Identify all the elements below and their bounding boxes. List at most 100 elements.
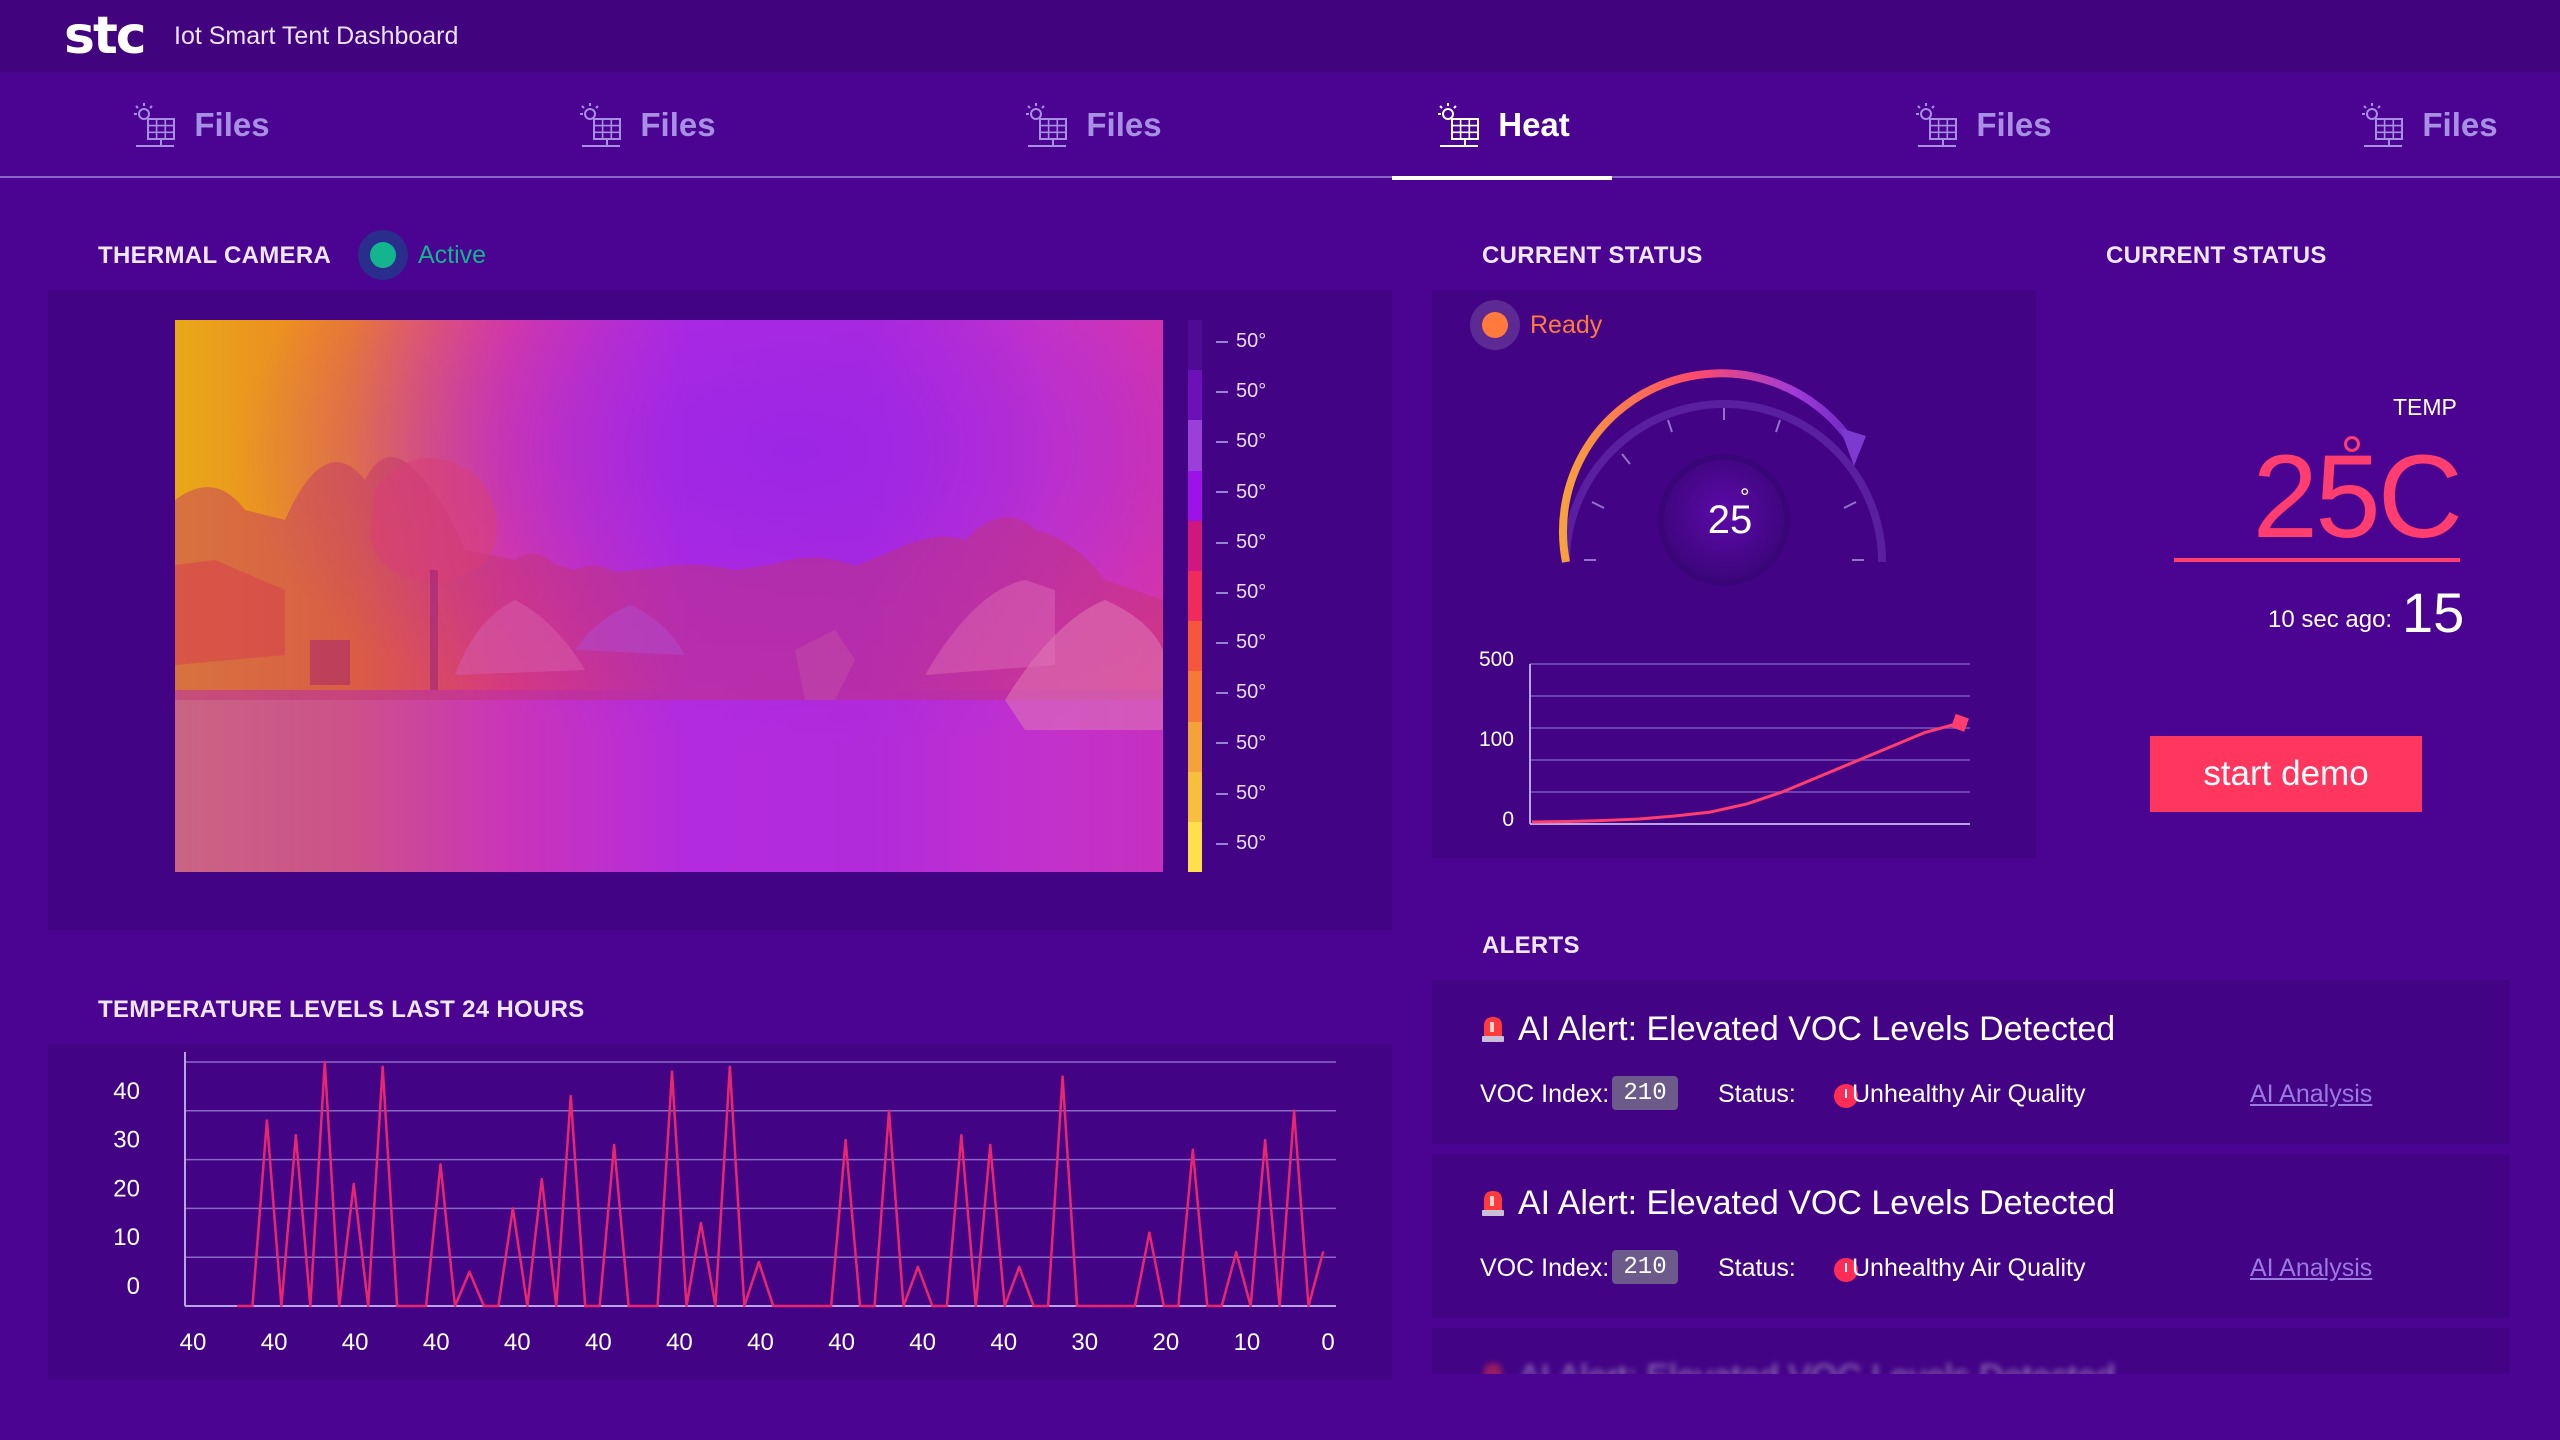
temperature-point <box>873 1304 876 1308</box>
temperature-point <box>1249 1304 1252 1308</box>
temperature-point <box>1191 1148 1195 1152</box>
temperature-point <box>584 1304 587 1308</box>
gauge-value: 25 <box>1707 498 1753 542</box>
tab-files-3[interactable]: Files <box>982 72 1202 178</box>
temperature-point <box>887 1109 891 1112</box>
y-tick-label: 0 <box>127 1273 140 1300</box>
temperature-point <box>1119 1304 1122 1308</box>
temperature-point <box>482 1304 486 1308</box>
status-value: Unhealthy Air Quality <box>1852 1080 2086 1108</box>
tab-label: Files <box>1976 106 2052 143</box>
temperature-point <box>1321 1251 1325 1254</box>
temperature-point <box>931 1304 934 1308</box>
scale-swatch <box>1188 570 1202 622</box>
temperature-point <box>497 1304 500 1308</box>
temperature-point <box>236 1304 240 1308</box>
temperature-point <box>989 1143 992 1147</box>
scale-label: 50° <box>1216 481 1266 504</box>
tab-label: Heat <box>1498 106 1570 143</box>
temperature-point <box>612 1143 616 1147</box>
temperature-point <box>555 1304 558 1308</box>
status-label: Ready <box>1530 310 1603 339</box>
scale-label: 50° <box>1216 681 1266 704</box>
alert-title: AI Alert: Elevated VOC Levels Detected <box>1518 1358 2115 1374</box>
ai-analysis-link[interactable]: AI Analysis <box>2250 1080 2373 1108</box>
tab-files-5[interactable]: Files <box>1872 72 2092 178</box>
temperature-point <box>1133 1304 1137 1308</box>
temp-degree-symbol <box>2344 436 2360 452</box>
temperature-point <box>352 1182 355 1186</box>
temperature-point <box>728 1065 732 1069</box>
scale-swatch <box>1188 370 1202 421</box>
status-value: Unhealthy Air Quality <box>1852 1254 2086 1282</box>
y-tick-label: 10 <box>113 1224 140 1251</box>
temperature-point <box>757 1260 760 1264</box>
temperature-point <box>1220 1304 1223 1308</box>
solar-panel-icon <box>1026 103 1068 147</box>
alert-card[interactable]: AI Alert: Elevated VOC Levels Detected V… <box>1432 1154 2510 1318</box>
start-demo-button[interactable]: start demo <box>2150 736 2422 812</box>
app-title: Iot Smart Tent Dashboard <box>174 22 459 50</box>
alert-title: AI Alert: Elevated VOC Levels Detected <box>1518 1184 2116 1222</box>
y-tick-label: 30 <box>113 1127 140 1154</box>
current-status-heading-right: CURRENT STATUS <box>2106 242 2327 269</box>
temperature-point <box>902 1304 905 1308</box>
x-tick-label: 40 <box>666 1329 693 1356</box>
tab-label: Files <box>2422 106 2498 143</box>
tab-label: Files <box>194 106 270 143</box>
x-tick-label: 0 <box>1321 1329 1334 1356</box>
warning-icon <box>1834 1258 1858 1282</box>
x-tick-label: 40 <box>828 1329 855 1356</box>
y-tick-label: 40 <box>113 1078 140 1105</box>
temperature-point <box>511 1207 515 1210</box>
x-tick-label: 20 <box>1153 1329 1180 1356</box>
tab-heat[interactable]: Heat <box>1392 72 1612 180</box>
temp-underline <box>2174 558 2460 562</box>
x-tick-label: 40 <box>342 1329 369 1356</box>
temperature-point <box>974 1304 977 1308</box>
status-series-line <box>1531 721 1961 824</box>
status-label: Active <box>418 240 487 269</box>
camera-status: Active <box>358 230 486 280</box>
x-tick-label: 40 <box>180 1329 207 1356</box>
last-update-value: 15 <box>2402 581 2465 644</box>
temperature-point <box>439 1163 442 1166</box>
x-tick-label: 40 <box>747 1329 774 1356</box>
temperature-point <box>786 1304 789 1308</box>
scale-swatch <box>1188 671 1202 722</box>
tab-files-2[interactable]: Files <box>536 72 756 178</box>
scale-label: 50° <box>1216 531 1266 554</box>
series-end-marker <box>1951 713 1969 732</box>
scale-label: 50° <box>1216 430 1266 453</box>
scale-label: 50° <box>1216 631 1266 654</box>
temperature-point <box>1206 1304 1209 1308</box>
temperature-point <box>569 1094 572 1098</box>
scale-swatch <box>1188 420 1202 471</box>
temperature-point <box>424 1304 428 1308</box>
temperature-point <box>280 1304 283 1308</box>
tab-files-1[interactable]: Files <box>90 72 310 178</box>
temperature-point <box>1061 1075 1064 1078</box>
x-tick-label: 10 <box>1234 1329 1261 1356</box>
temperature-point <box>916 1265 920 1269</box>
temperature-point <box>1003 1304 1006 1308</box>
status-line-chart: 0 100 500 <box>1479 648 1970 831</box>
temperature-point <box>656 1304 659 1308</box>
ai-analysis-link[interactable]: AI Analysis <box>2250 1254 2373 1282</box>
alert-card[interactable]: AI Alert: Elevated VOC Levels Detected V… <box>1432 980 2510 1144</box>
temperature-gauge <box>1558 369 1886 586</box>
y-tick-label: 0 <box>1502 808 1514 831</box>
temperature-point <box>829 1304 833 1308</box>
temperature-point <box>1075 1304 1079 1308</box>
tab-files-6[interactable]: Files <box>2318 72 2538 178</box>
scale-swatch <box>1188 520 1202 571</box>
temperature-point <box>1018 1265 1021 1269</box>
status-indicator <box>1470 300 1520 350</box>
x-tick-label: 40 <box>261 1329 288 1356</box>
alert-card-partial[interactable]: AI Alert: Elevated VOC Levels Detected <box>1432 1328 2510 1374</box>
x-tick-label: 40 <box>504 1329 531 1356</box>
tab-label: Files <box>640 106 716 143</box>
thermal-image[interactable] <box>175 320 1163 872</box>
stc-logo: stc <box>64 6 147 66</box>
temperature-point <box>858 1304 862 1308</box>
